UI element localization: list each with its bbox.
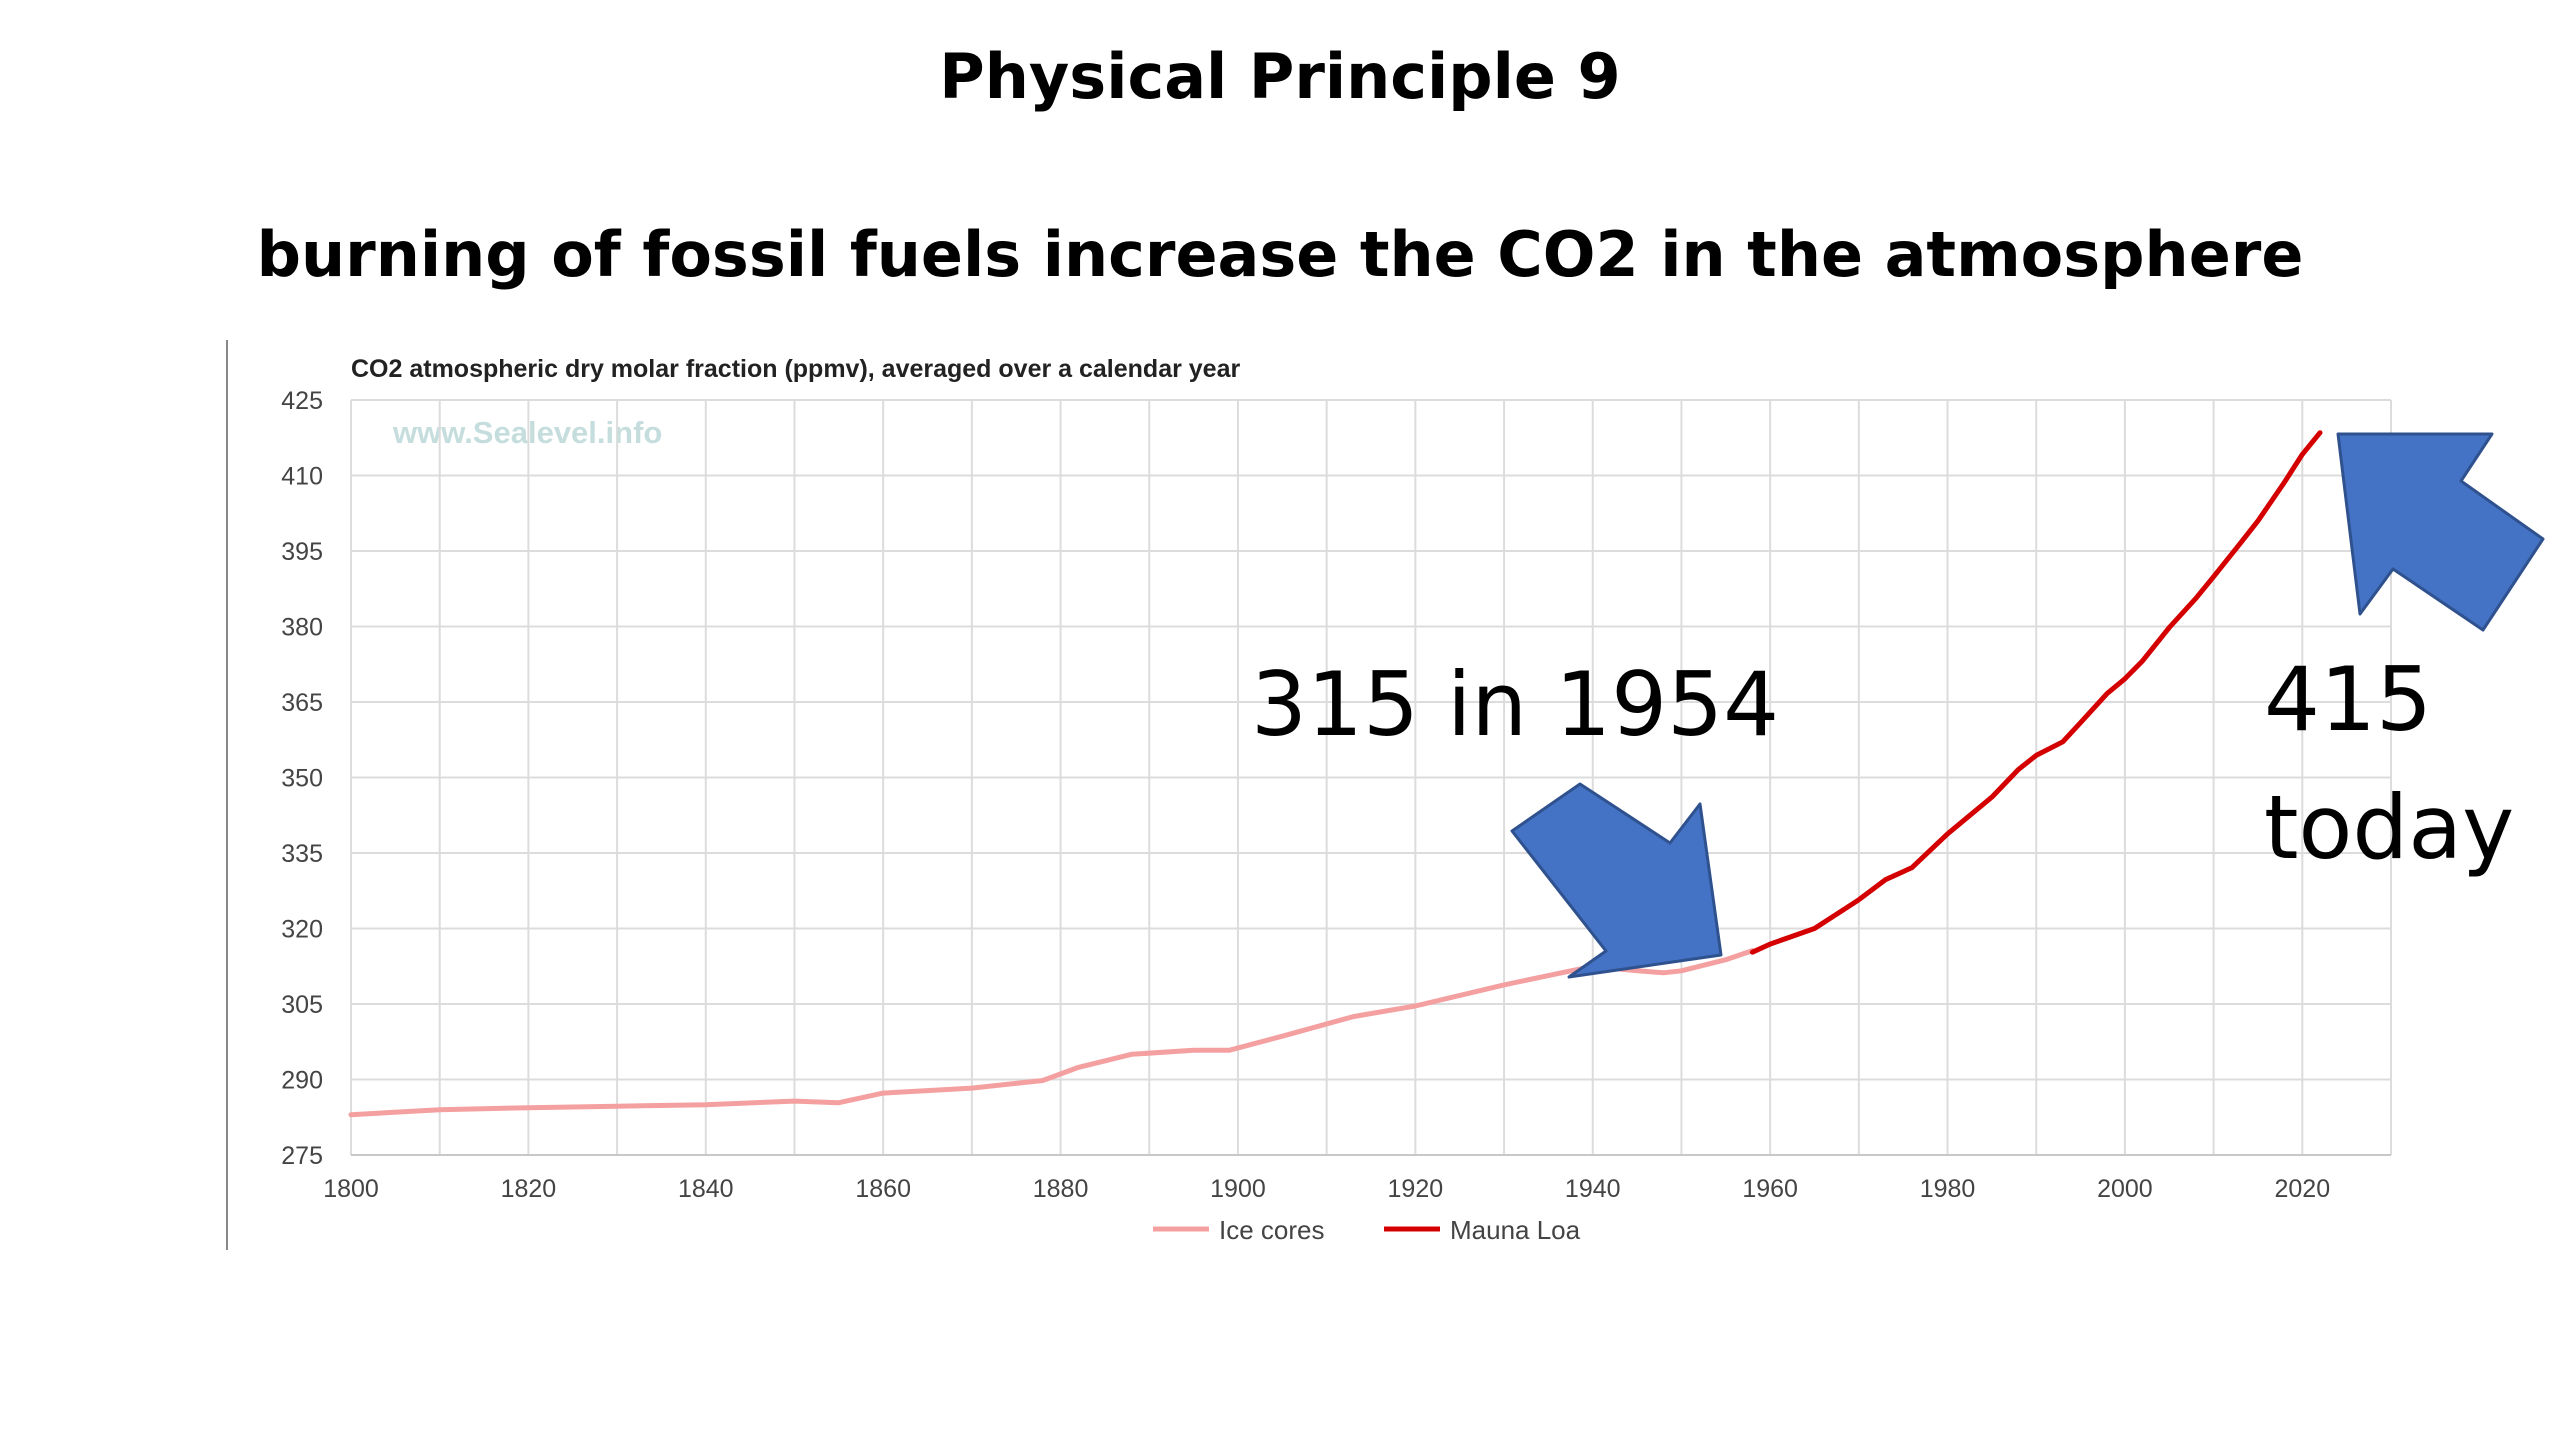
arrow-to-1954	[1510, 782, 1723, 979]
y-tick-label: 275	[281, 1142, 323, 1170]
x-tick-label: 1960	[1742, 1175, 1798, 1203]
arrow-to-today	[2336, 432, 2545, 632]
legend: Ice cores Mauna Loa	[1153, 1215, 1581, 1245]
x-tick-label: 2000	[2097, 1175, 2153, 1203]
series	[348, 430, 2323, 1118]
y-tick-label: 305	[281, 991, 323, 1019]
y-tick-label: 320	[281, 916, 323, 944]
annotation-today: today	[2264, 776, 2515, 879]
slide-title: Physical Principle 9	[939, 40, 1621, 113]
x-tick-label: 1800	[323, 1175, 379, 1203]
y-tick-label: 335	[281, 840, 323, 868]
x-tick-label: 2020	[2274, 1175, 2330, 1203]
arrow-left-icon	[1510, 782, 1723, 979]
y-tick-label: 290	[281, 1067, 323, 1095]
chart-title: CO2 atmospheric dry molar fraction (ppmv…	[351, 355, 1240, 383]
x-tick-label: 1880	[1033, 1175, 1089, 1203]
y-tick-label: 395	[281, 538, 323, 566]
slide-subtitle: burning of fossil fuels increase the CO2…	[256, 218, 2304, 291]
grid	[350, 399, 2392, 1156]
y-tick-label: 380	[281, 614, 323, 642]
x-tick-label: 1920	[1388, 1175, 1444, 1203]
x-tick-label: 1820	[501, 1175, 557, 1203]
legend-label-ice-cores: Ice cores	[1219, 1215, 1325, 1245]
series-line-ice-cores	[348, 948, 1755, 1118]
arrow-right-icon	[2336, 432, 2545, 632]
annotation-415: 415	[2264, 648, 2432, 751]
x-tick-label: 1860	[855, 1175, 911, 1203]
y-tick-label: 410	[281, 463, 323, 491]
axes: 275 290 305 320 335 350 365 380 395 410 425 1800 182…	[281, 387, 2391, 1203]
series-line-mauna-loa	[1749, 430, 2323, 955]
x-tick-label: 1980	[1920, 1175, 1976, 1203]
y-tick-label: 425	[281, 387, 323, 415]
y-tick-label: 365	[281, 689, 323, 717]
annotation-315-in-1954: 315 in 1954	[1251, 653, 1780, 756]
watermark: www.Sealevel.info	[392, 415, 662, 450]
legend-label-mauna-loa: Mauna Loa	[1450, 1215, 1581, 1245]
x-tick-label: 1840	[678, 1175, 734, 1203]
y-tick-label: 350	[281, 765, 323, 793]
x-tick-label: 1940	[1565, 1175, 1621, 1203]
x-tick-label: 1900	[1210, 1175, 1266, 1203]
